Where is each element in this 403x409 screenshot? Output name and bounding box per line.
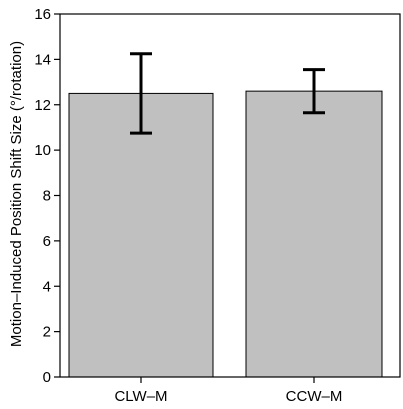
x-tick-label-1: CCW–M xyxy=(286,388,343,405)
bar-1 xyxy=(245,90,383,378)
y-tick-label-0: 0 xyxy=(43,369,51,386)
y-tick-label-1: 2 xyxy=(43,324,51,341)
y-tick-label-2: 4 xyxy=(43,278,51,295)
y-tick-label-6: 12 xyxy=(34,97,51,114)
plot-frame xyxy=(59,13,401,378)
y-tick-label-8: 16 xyxy=(34,6,51,23)
x-tick-label-0: CLW–M xyxy=(114,388,167,405)
bar-0 xyxy=(68,92,214,378)
y-tick-label-7: 14 xyxy=(34,51,51,68)
y-axis-label: Motion–Induced Position Shift Size (°/ro… xyxy=(8,41,25,347)
y-tick-label-5: 10 xyxy=(34,142,51,159)
y-tick-label-3: 6 xyxy=(43,233,51,250)
y-tick-label-4: 8 xyxy=(43,188,51,205)
plot-area: CLW–M CCW–M 0 2 4 6 8 10 12 14 16 xyxy=(34,6,401,405)
